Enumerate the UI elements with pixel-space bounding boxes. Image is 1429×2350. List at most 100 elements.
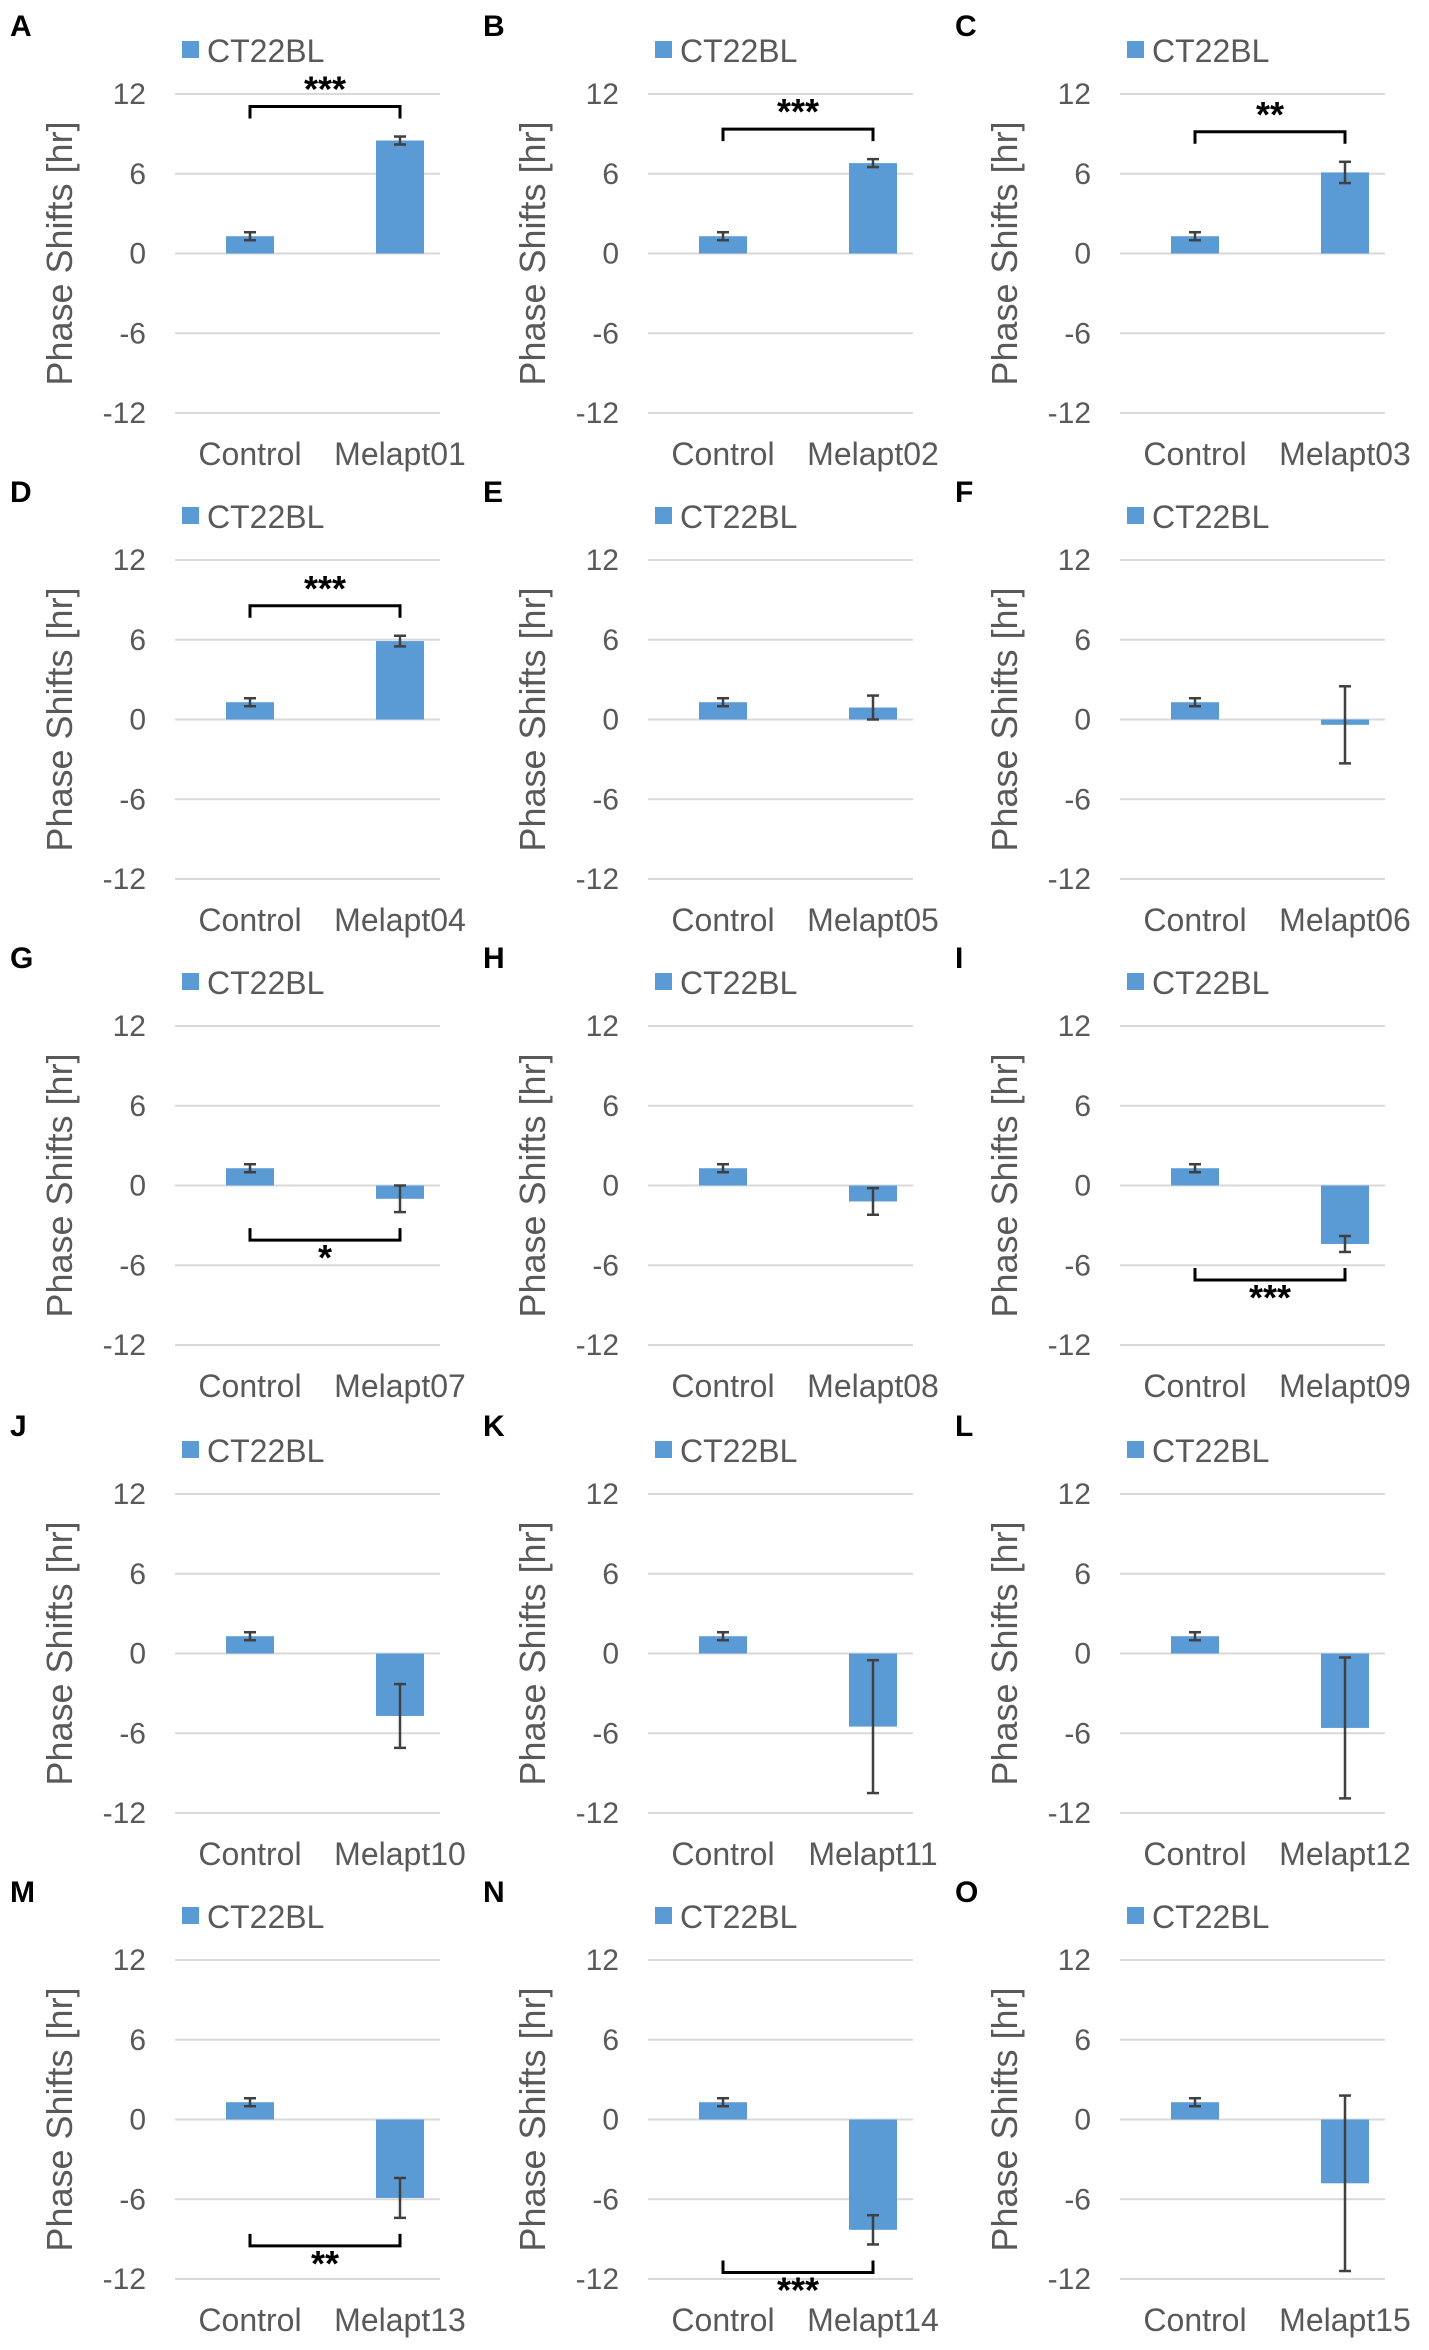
y-tick-label: -6 — [119, 317, 146, 350]
panel-letter: C — [955, 10, 977, 43]
bracket-line — [1193, 1267, 1347, 1282]
error-bar — [1339, 1234, 1351, 1254]
y-axis-label: Phase Shifts [hr] — [984, 1521, 1025, 1785]
panel-g: G CT22BL 12 6 0 -6 -12 Phase Shifts [hr] Control… — [10, 942, 466, 1404]
panel-letter: M — [10, 1876, 35, 1909]
legend-swatch — [655, 1441, 672, 1458]
bar — [699, 236, 747, 254]
error-bar — [717, 1162, 729, 1174]
legend-label: CT22BL — [1152, 499, 1269, 535]
panel-letter: N — [483, 1876, 505, 1909]
legend-label: CT22BL — [207, 1899, 324, 1935]
y-tick-label: 0 — [602, 1170, 619, 1203]
y-axis-label: Phase Shifts [hr] — [512, 587, 553, 851]
panel-f: F CT22BL 12 6 0 -6 -12 Phase Shifts [hr] Control… — [955, 476, 1411, 938]
y-tick-label: 0 — [1074, 1170, 1091, 1203]
y-tick-label: 6 — [602, 2024, 619, 2057]
y-tick-label: 12 — [113, 544, 146, 577]
legend-swatch — [182, 41, 199, 58]
significance-label: *** — [304, 69, 346, 110]
y-tick-label: 12 — [586, 544, 619, 577]
error-bar — [867, 1658, 879, 1795]
significance-bracket: *** — [248, 69, 402, 119]
panel-c: C CT22BL 12 6 0 -6 -12 Phase Shifts [hr] Control… — [955, 10, 1411, 472]
bar — [699, 1168, 747, 1186]
bar — [1321, 1185, 1369, 1244]
y-axis-label: Phase Shifts [hr] — [984, 587, 1025, 851]
panel-d: D CT22BL 12 6 0 -6 -12 Phase Shifts [hr] Control… — [10, 476, 466, 938]
category-label: Control — [1143, 1368, 1246, 1404]
y-tick-label: 12 — [1058, 544, 1091, 577]
y-tick-label: 12 — [113, 1944, 146, 1977]
error-bar — [717, 1630, 729, 1642]
category-label: Melapt11 — [808, 1836, 937, 1872]
panel-k: K CT22BL 12 6 0 -6 -12 Phase Shifts [hr] Control… — [483, 1410, 938, 1872]
error-bar — [244, 1630, 256, 1642]
category-label: Melapt01 — [334, 436, 466, 472]
y-tick-label: 6 — [129, 158, 146, 191]
significance-bracket: *** — [1193, 1267, 1347, 1318]
bar — [1321, 172, 1369, 254]
bar — [226, 236, 274, 254]
category-label: Melapt14 — [807, 2302, 939, 2338]
bar — [376, 641, 424, 720]
legend-swatch — [655, 1907, 672, 1924]
y-tick-label: -6 — [1064, 783, 1091, 816]
bar — [226, 702, 274, 720]
error-bar — [867, 1186, 879, 1216]
error-bar — [1339, 160, 1351, 185]
y-axis-label: Phase Shifts [hr] — [512, 1987, 553, 2251]
legend-swatch — [1127, 507, 1144, 524]
legend-label: CT22BL — [207, 499, 324, 535]
y-axis-label: Phase Shifts [hr] — [39, 121, 80, 385]
error-bar — [717, 2096, 729, 2108]
significance-bracket: *** — [721, 91, 875, 142]
y-tick-label: -12 — [1048, 397, 1091, 430]
significance-bracket: ** — [248, 2233, 402, 2284]
bar — [226, 1636, 274, 1654]
category-label: Control — [671, 2302, 774, 2338]
panel-letter: F — [955, 476, 973, 509]
error-bar — [717, 230, 729, 242]
panel-letter: A — [10, 10, 32, 43]
significance-bracket: *** — [721, 2260, 875, 2310]
error-bar — [244, 230, 256, 242]
category-label: Control — [1143, 436, 1246, 472]
category-label: Control — [1143, 902, 1246, 938]
significance-label: *** — [1249, 1277, 1291, 1318]
y-tick-label: -12 — [576, 863, 619, 896]
bar — [226, 2102, 274, 2120]
y-tick-label: 6 — [1074, 1558, 1091, 1591]
category-label: Control — [1143, 1836, 1246, 1872]
significance-bracket: * — [248, 1228, 402, 1278]
bracket-line — [248, 604, 402, 618]
y-tick-label: 6 — [602, 158, 619, 191]
legend-label: CT22BL — [207, 33, 324, 69]
legend-label: CT22BL — [207, 965, 324, 1001]
legend-swatch — [655, 507, 672, 524]
bar — [699, 2102, 747, 2120]
y-tick-label: -12 — [576, 2263, 619, 2296]
y-tick-label: 6 — [129, 1558, 146, 1591]
panel-n: N CT22BL 12 6 0 -6 -12 Phase Shifts [hr] Control… — [483, 1876, 939, 2338]
error-bar — [1339, 685, 1351, 765]
panel-j: J CT22BL 12 6 0 -6 -12 Phase Shifts [hr] Control… — [10, 1410, 466, 1872]
legend-label: CT22BL — [1152, 965, 1269, 1001]
category-label: Control — [198, 2302, 301, 2338]
bar — [699, 1636, 747, 1654]
y-tick-label: 0 — [1074, 704, 1091, 737]
y-tick-label: 6 — [602, 1558, 619, 1591]
y-tick-label: 0 — [1074, 238, 1091, 271]
y-tick-label: 6 — [602, 1090, 619, 1123]
y-axis-label: Phase Shifts [hr] — [984, 1053, 1025, 1317]
y-tick-label: -6 — [592, 317, 619, 350]
bar — [1171, 236, 1219, 254]
panel-letter: L — [955, 1410, 973, 1443]
category-label: Control — [198, 902, 301, 938]
category-label: Melapt02 — [807, 436, 939, 472]
y-tick-label: -12 — [576, 397, 619, 430]
y-tick-label: 12 — [1058, 78, 1091, 111]
panel-letter: I — [955, 942, 963, 975]
y-tick-label: 6 — [1074, 158, 1091, 191]
panel-letter: E — [483, 476, 503, 509]
